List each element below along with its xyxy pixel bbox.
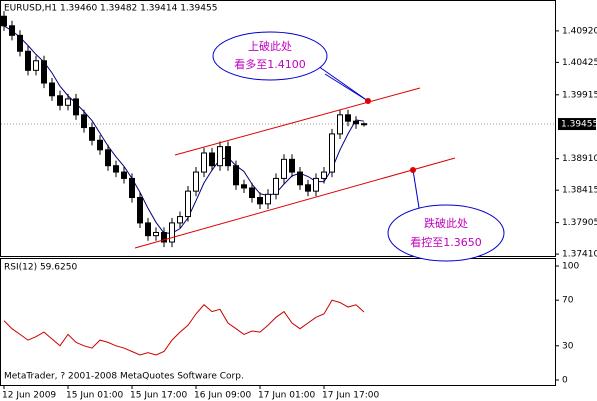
candle-body bbox=[345, 114, 351, 122]
breakout-dot bbox=[365, 98, 371, 104]
annotation: 看控至1.3650 bbox=[410, 235, 482, 249]
candle-body bbox=[1, 15, 7, 27]
rsi-panel bbox=[0, 258, 556, 386]
candle-body bbox=[105, 149, 111, 167]
candle-body bbox=[337, 114, 343, 135]
candle-body bbox=[145, 222, 151, 237]
rsi-tick-label: 30 bbox=[562, 341, 574, 351]
y-tick-label: 1.40425 bbox=[562, 58, 597, 68]
candle-body bbox=[185, 190, 191, 218]
callout-ellipse bbox=[212, 31, 328, 81]
main-panel bbox=[0, 0, 556, 257]
candle-body bbox=[313, 177, 319, 192]
candle-body bbox=[289, 158, 295, 173]
x-tick-label: 15 Jun 01:00 bbox=[66, 391, 123, 401]
candle-body bbox=[177, 216, 183, 224]
y-tick-label: 1.39915 bbox=[562, 90, 597, 100]
annotation: 看多至1.4100 bbox=[234, 57, 306, 71]
candle-body bbox=[265, 193, 271, 205]
candle-body bbox=[89, 127, 95, 141]
candle-body bbox=[233, 165, 239, 186]
marks: 1.40920 1.40425 1.39915 1.38910 1.38415 1.379… bbox=[1, 11, 597, 401]
candle-body bbox=[361, 123, 367, 126]
x-tick-label: 17 Jun 01:00 bbox=[258, 391, 315, 401]
candle-body bbox=[353, 120, 359, 125]
current-price-badge bbox=[558, 118, 596, 131]
rsi-title: RSI(12) 59.6250 bbox=[4, 263, 77, 273]
chart-title: EURUSD,H1 1.39460 1.39482 1.39414 1.3945… bbox=[4, 4, 217, 14]
candle-body bbox=[33, 60, 39, 71]
annotation: 跌破此处 bbox=[424, 216, 468, 230]
rsi-tick-label: 0 bbox=[562, 376, 568, 386]
candle-body bbox=[321, 171, 327, 179]
current-price-label: 1.39455 bbox=[561, 120, 597, 130]
candle-body bbox=[153, 231, 159, 237]
candle-body bbox=[25, 50, 31, 71]
upper-trend-line bbox=[174, 87, 421, 156]
callout-ellipse bbox=[387, 204, 505, 262]
candle-body bbox=[57, 95, 63, 106]
candle-body bbox=[297, 171, 303, 186]
candle-body bbox=[65, 98, 71, 106]
candle-body bbox=[129, 177, 135, 198]
callout-line bbox=[317, 65, 369, 102]
callout-line bbox=[324, 73, 369, 102]
candle-body bbox=[121, 171, 127, 179]
candle-body bbox=[273, 177, 279, 195]
y-tick-label: 1.37905 bbox=[562, 218, 597, 228]
breakdown-dot bbox=[410, 167, 416, 173]
candle-body bbox=[41, 60, 47, 84]
annotation: 上破此处 bbox=[248, 39, 292, 53]
candle-body bbox=[257, 196, 263, 205]
candle-body bbox=[73, 98, 79, 116]
candle-body bbox=[225, 146, 231, 167]
candle-body bbox=[305, 184, 311, 192]
candle-body bbox=[9, 25, 15, 36]
x-tick-label: 12 Jun 2009 bbox=[2, 391, 56, 401]
callout-line bbox=[412, 169, 421, 215]
y-tick-label: 1.40920 bbox=[562, 26, 597, 36]
rsi-line bbox=[3, 299, 365, 356]
candle-body bbox=[201, 152, 207, 173]
candle-body bbox=[193, 171, 199, 192]
lower-trend-line bbox=[134, 157, 456, 249]
y-tick-label: 1.37410 bbox=[562, 250, 597, 260]
moving-average bbox=[3, 25, 365, 234]
y-tick-label: 1.38910 bbox=[562, 154, 597, 164]
candle-body bbox=[249, 187, 255, 198]
candle-body bbox=[81, 114, 87, 129]
candle-body bbox=[161, 231, 167, 243]
footer: MetaTrader, ? 2001-2008 MetaQuotes Softw… bbox=[4, 372, 244, 382]
candle-body bbox=[17, 34, 23, 52]
candle-body bbox=[49, 82, 55, 97]
candle-body bbox=[169, 222, 175, 243]
candle-body bbox=[209, 152, 215, 167]
y-tick-label: 1.38415 bbox=[562, 186, 597, 196]
candle-body bbox=[113, 165, 119, 173]
candle-body bbox=[241, 184, 247, 189]
x-tick-label: 15 Jun 17:00 bbox=[130, 391, 187, 401]
x-tick-label: 16 Jun 09:00 bbox=[194, 391, 251, 401]
candle-body bbox=[281, 158, 287, 179]
candle-body bbox=[97, 139, 103, 151]
candle-body bbox=[137, 196, 143, 224]
candle-body bbox=[329, 133, 335, 173]
x-tick-label: 17 Jun 17:00 bbox=[322, 391, 379, 401]
rsi-tick-label: 100 bbox=[562, 262, 579, 272]
rsi-tick-label: 70 bbox=[562, 296, 574, 306]
candle-body bbox=[217, 146, 223, 167]
